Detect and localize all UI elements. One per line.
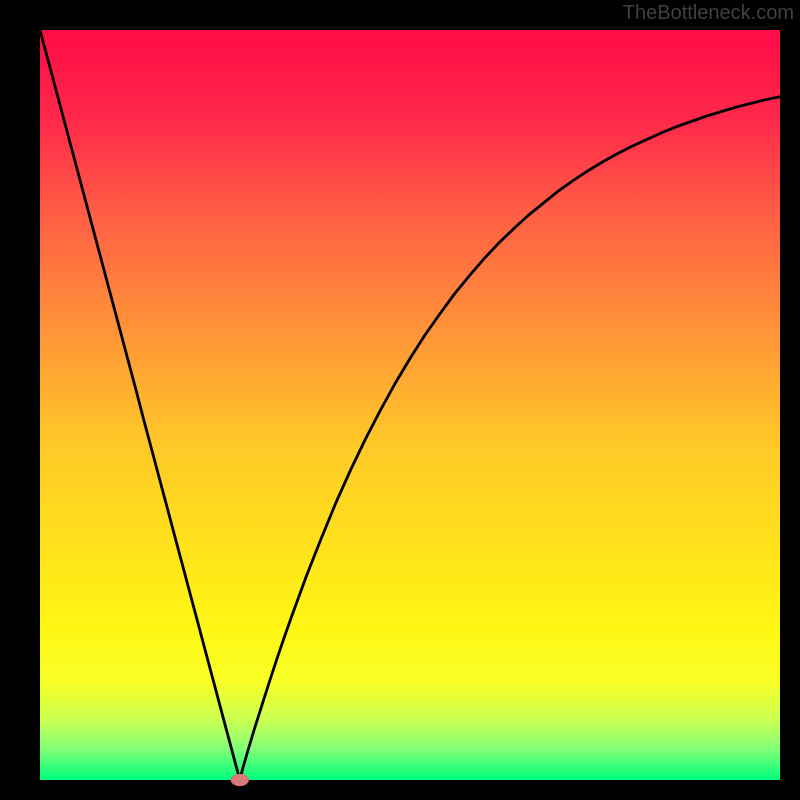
watermark-text: TheBottleneck.com bbox=[623, 2, 794, 25]
plot-background bbox=[40, 30, 780, 780]
optimal-point-marker bbox=[231, 774, 249, 786]
bottleneck-chart bbox=[0, 0, 800, 800]
